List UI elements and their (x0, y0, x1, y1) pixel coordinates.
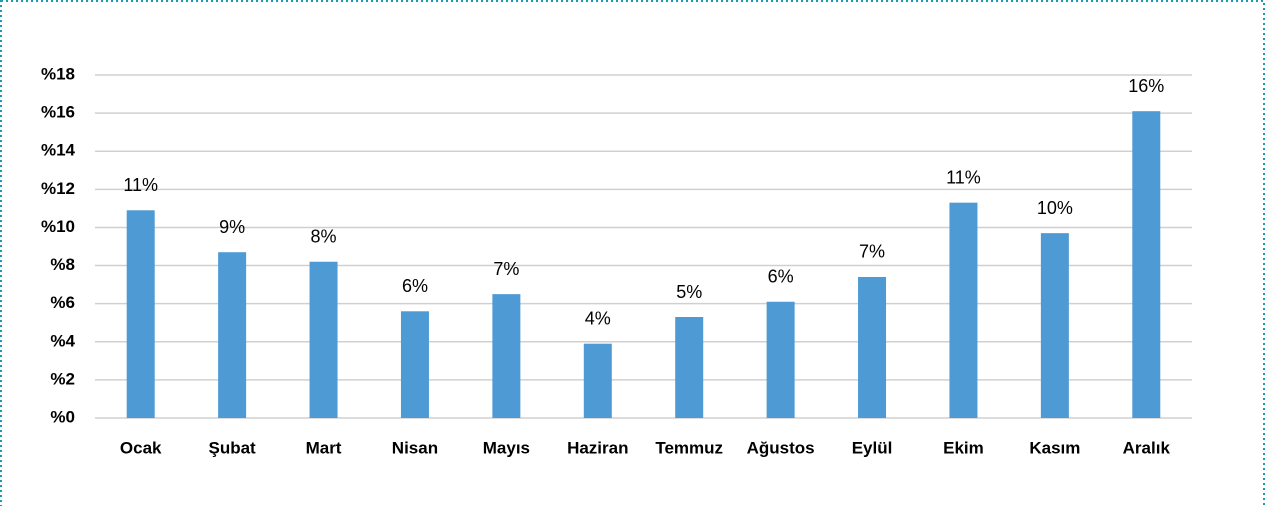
x-tick-label: Ocak (120, 438, 162, 457)
y-tick-label: %16 (41, 103, 75, 122)
value-label: 16% (1128, 76, 1164, 96)
bar (858, 276, 887, 418)
y-tick-label: %14 (41, 141, 76, 160)
y-tick-label: %6 (50, 293, 75, 312)
bar (766, 301, 795, 418)
value-label: 11% (123, 175, 158, 195)
x-tick-label: Mart (306, 438, 342, 457)
value-label: 5% (676, 282, 702, 302)
value-label: 9% (219, 217, 245, 237)
bar (400, 311, 429, 418)
y-tick-label: %0 (50, 407, 75, 426)
x-tick-label: Mayıs (483, 438, 530, 457)
y-tick-label: %18 (41, 64, 75, 83)
value-label: 6% (768, 267, 794, 287)
x-tick-label: Ağustos (747, 438, 815, 457)
value-label: 7% (859, 242, 885, 262)
y-tick-label: %10 (41, 217, 75, 236)
bar (583, 343, 612, 418)
y-tick-label: %8 (50, 255, 75, 274)
value-label: 10% (1037, 198, 1073, 218)
value-label: 8% (311, 226, 337, 246)
x-tick-label: Nisan (392, 438, 438, 457)
y-tick-label: %12 (41, 179, 75, 198)
bar (1132, 111, 1161, 418)
y-tick-label: %4 (50, 331, 75, 350)
x-tick-label: Temmuz (655, 438, 723, 457)
value-label: 7% (493, 259, 519, 279)
bar (218, 252, 247, 418)
bar (949, 202, 978, 418)
y-tick-label: %2 (50, 369, 75, 388)
value-label: 6% (402, 276, 428, 296)
x-tick-label: Aralık (1123, 438, 1171, 457)
x-tick-label: Kasım (1029, 438, 1080, 457)
x-tick-label: Şubat (209, 438, 257, 457)
value-label: 4% (585, 308, 611, 328)
bar (126, 210, 155, 418)
bar (1040, 233, 1069, 418)
x-tick-label: Eylül (852, 438, 893, 457)
x-tick-label: Haziran (567, 438, 628, 457)
bar (675, 317, 704, 418)
value-label: 11% (946, 167, 981, 187)
bar (309, 261, 338, 418)
bar (492, 294, 521, 418)
x-tick-label: Ekim (943, 438, 984, 457)
